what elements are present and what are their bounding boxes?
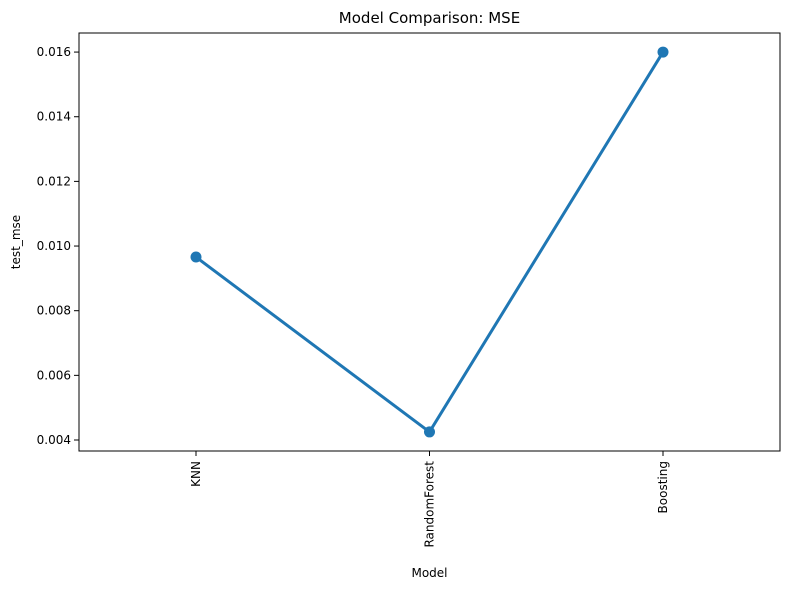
plot-frame — [78, 32, 781, 452]
y-tick-label-5: 0.014 — [37, 110, 71, 124]
plot-area: 0.004 0.006 0.008 0.010 0.012 0.014 0.016 KNN R… — [37, 32, 781, 548]
x-tick-label-2: Boosting — [656, 461, 670, 513]
y-axis: 0.004 0.006 0.008 0.010 0.012 0.014 0.016 — [37, 45, 79, 447]
data-point-randomforest — [424, 426, 435, 438]
x-tick-label-1: RandomForest — [423, 461, 437, 548]
y-tick-label-6: 0.016 — [37, 45, 71, 59]
y-tick-label-0: 0.004 — [37, 433, 71, 447]
data-point-boosting — [657, 46, 669, 58]
y-axis-label: test_mse — [9, 215, 23, 269]
y-tick-label-3: 0.010 — [37, 239, 71, 253]
x-axis: KNN RandomForest Boosting — [189, 451, 670, 548]
y-tick-label-1: 0.006 — [37, 368, 71, 382]
x-axis-label: Model — [411, 566, 447, 580]
chart-title: Model Comparison: MSE — [339, 9, 520, 27]
data-point-knn — [190, 251, 202, 263]
y-tick-label-2: 0.008 — [37, 304, 71, 318]
series-group — [190, 46, 669, 438]
y-tick-label-4: 0.012 — [37, 174, 71, 188]
x-tick-label-0: KNN — [189, 461, 203, 487]
